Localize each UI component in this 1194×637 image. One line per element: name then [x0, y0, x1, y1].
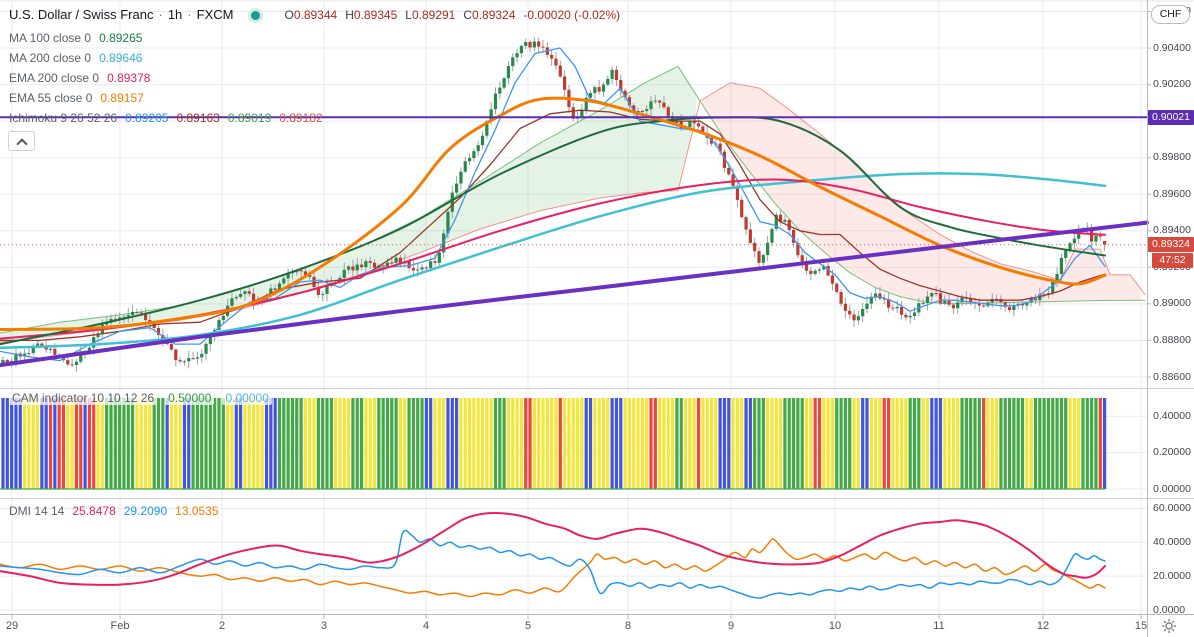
cam-axis-label: 0.40000	[1153, 409, 1191, 422]
hline-price-badge: 0.90021	[1148, 109, 1194, 125]
ohlc-key: H	[345, 8, 354, 22]
symbol-header[interactable]: U.S. Dollar / Swiss Franc · 1h · FXCM O0.8934…	[9, 7, 620, 22]
time-axis-label: 9	[727, 620, 735, 632]
dmi--di-line	[0, 538, 1106, 598]
legend-row-4[interactable]: EMA 55 close 0 0.89157	[9, 91, 144, 107]
legend-row-1-value: 0.89265	[99, 31, 143, 45]
dmi-legend-value: 25.8478	[72, 504, 116, 518]
legend-row-2[interactable]: MA 200 close 0 0.89646	[9, 51, 142, 67]
time-axis-label: Feb	[110, 620, 130, 632]
ohlc-values: O0.89344 H0.89345 L0.89291 C0.89324	[276, 8, 515, 22]
time-axis-label: 2	[218, 620, 226, 632]
price-axis-label: 0.89600	[1153, 187, 1191, 200]
time-axis-label: 8	[624, 620, 632, 632]
cam-legend-label: CAM indicator 10 10 12 26	[9, 391, 158, 405]
legend-row-1-label: MA 100 close 0	[9, 31, 92, 45]
legend-row-5-value: 0.89182	[279, 111, 323, 125]
header-separator: ·	[158, 7, 163, 22]
chevron-up-icon	[16, 138, 28, 150]
cam-bars	[1, 398, 1107, 489]
trend-line	[0, 220, 1149, 368]
time-axis-label: 5	[524, 620, 532, 632]
legend-row-5-value: 0.89019	[227, 111, 272, 125]
legend-row-5-label: Ichimoku 9 26 52 26	[9, 111, 118, 125]
interval-label[interactable]: 1h	[167, 7, 183, 22]
price-axis-label: 0.88600	[1153, 370, 1191, 383]
ichimoku-cloud	[0, 66, 696, 343]
ichimoku-cloud	[702, 83, 1140, 304]
price-axis-label: 0.89800	[1153, 151, 1191, 164]
ohlc-key: L	[405, 8, 412, 22]
ohlc-key: C	[463, 8, 473, 22]
gear-icon[interactable]	[1161, 618, 1177, 634]
ohlc-value: 0.89291	[411, 8, 456, 22]
legend-row-2-value: 0.89646	[99, 51, 143, 65]
symbol-title: U.S. Dollar / Swiss Franc	[9, 7, 154, 22]
time-axis-label: 3	[320, 620, 328, 632]
kijun-line	[0, 109, 1106, 342]
cam-axis-label: 0.00000	[1153, 482, 1191, 495]
dmi-legend-label: DMI 14 14	[9, 504, 65, 518]
legend-row-1[interactable]: MA 100 close 0 0.89265	[9, 31, 142, 47]
ohlc-value: 0.89345	[353, 8, 398, 22]
last-price-badge: 0.89324	[1148, 237, 1194, 253]
time-axis-label: 4	[422, 620, 430, 632]
time-axis-label: 12	[1036, 620, 1050, 632]
collapse-legend-button[interactable]	[8, 131, 35, 151]
dmi-legend[interactable]: DMI 14 14 25.8478 29.2090 13.0535	[9, 504, 219, 520]
legend-row-5-value: 0.89163	[176, 111, 220, 125]
exchange-label: FXCM	[196, 7, 234, 22]
header-separator: ·	[187, 7, 192, 22]
legend-row-4-label: EMA 55 close 0	[9, 91, 93, 105]
price-axis-unit-button[interactable]: CHF	[1151, 5, 1190, 24]
dmi-adx-line	[0, 511, 1106, 586]
dmi-+di-line	[0, 529, 1106, 599]
dmi-axis-label: 40.0000	[1153, 535, 1191, 548]
time-axis-label: 11	[933, 620, 945, 632]
legend-row-5-value: 0.89205	[125, 111, 169, 125]
price-axis-label: 0.90400	[1153, 41, 1191, 54]
price-axis-label: 0.89400	[1153, 224, 1191, 237]
ohlc-value: 0.89324	[472, 8, 516, 22]
time-axis-label: 10	[828, 620, 842, 632]
dmi-axis-label: 0.0000	[1153, 603, 1186, 616]
cam-legend[interactable]: CAM indicator 10 10 12 26 0.50000 0.00000	[9, 391, 272, 407]
cam-legend-value: 0.00000	[222, 391, 272, 405]
legend-row-5[interactable]: Ichimoku 9 26 52 26 0.89205 0.89163 0.89019…	[9, 111, 323, 127]
dmi-legend-value: 13.0535	[175, 504, 219, 518]
cam-axis-label: 0.20000	[1153, 446, 1191, 459]
dmi-axis-label: 60.0000	[1153, 501, 1191, 514]
legend-row-3[interactable]: EMA 200 close 0 0.89378	[9, 71, 150, 87]
dmi-axis-label: 20.0000	[1153, 569, 1191, 582]
legend-row-3-label: EMA 200 close 0	[9, 71, 100, 85]
market-status-icon	[251, 11, 261, 20]
legend-row-4-value: 0.89157	[100, 91, 144, 105]
countdown-badge: 47:52	[1152, 253, 1193, 269]
cam-legend-value: 0.50000	[165, 391, 215, 405]
price-axis-label: 0.88800	[1153, 333, 1191, 346]
dmi-legend-value: 29.2090	[123, 504, 168, 518]
price-axis-label: 0.89000	[1153, 297, 1191, 310]
price-axis-label: 0.90200	[1153, 78, 1191, 91]
ohlc-key: O	[284, 8, 294, 22]
time-axis-label: 29	[5, 620, 19, 632]
legend-row-2-label: MA 200 close 0	[9, 51, 92, 65]
ma100-line	[0, 116, 1106, 346]
legend-row-3-value: 0.89378	[107, 71, 151, 85]
ema55-line	[0, 96, 1107, 331]
tenkan-line	[0, 47, 1106, 362]
change-value: -0.00020 (-0.02%)	[523, 8, 621, 22]
time-axis-label: 15	[1134, 620, 1148, 632]
ohlc-value: 0.89344	[293, 8, 338, 22]
